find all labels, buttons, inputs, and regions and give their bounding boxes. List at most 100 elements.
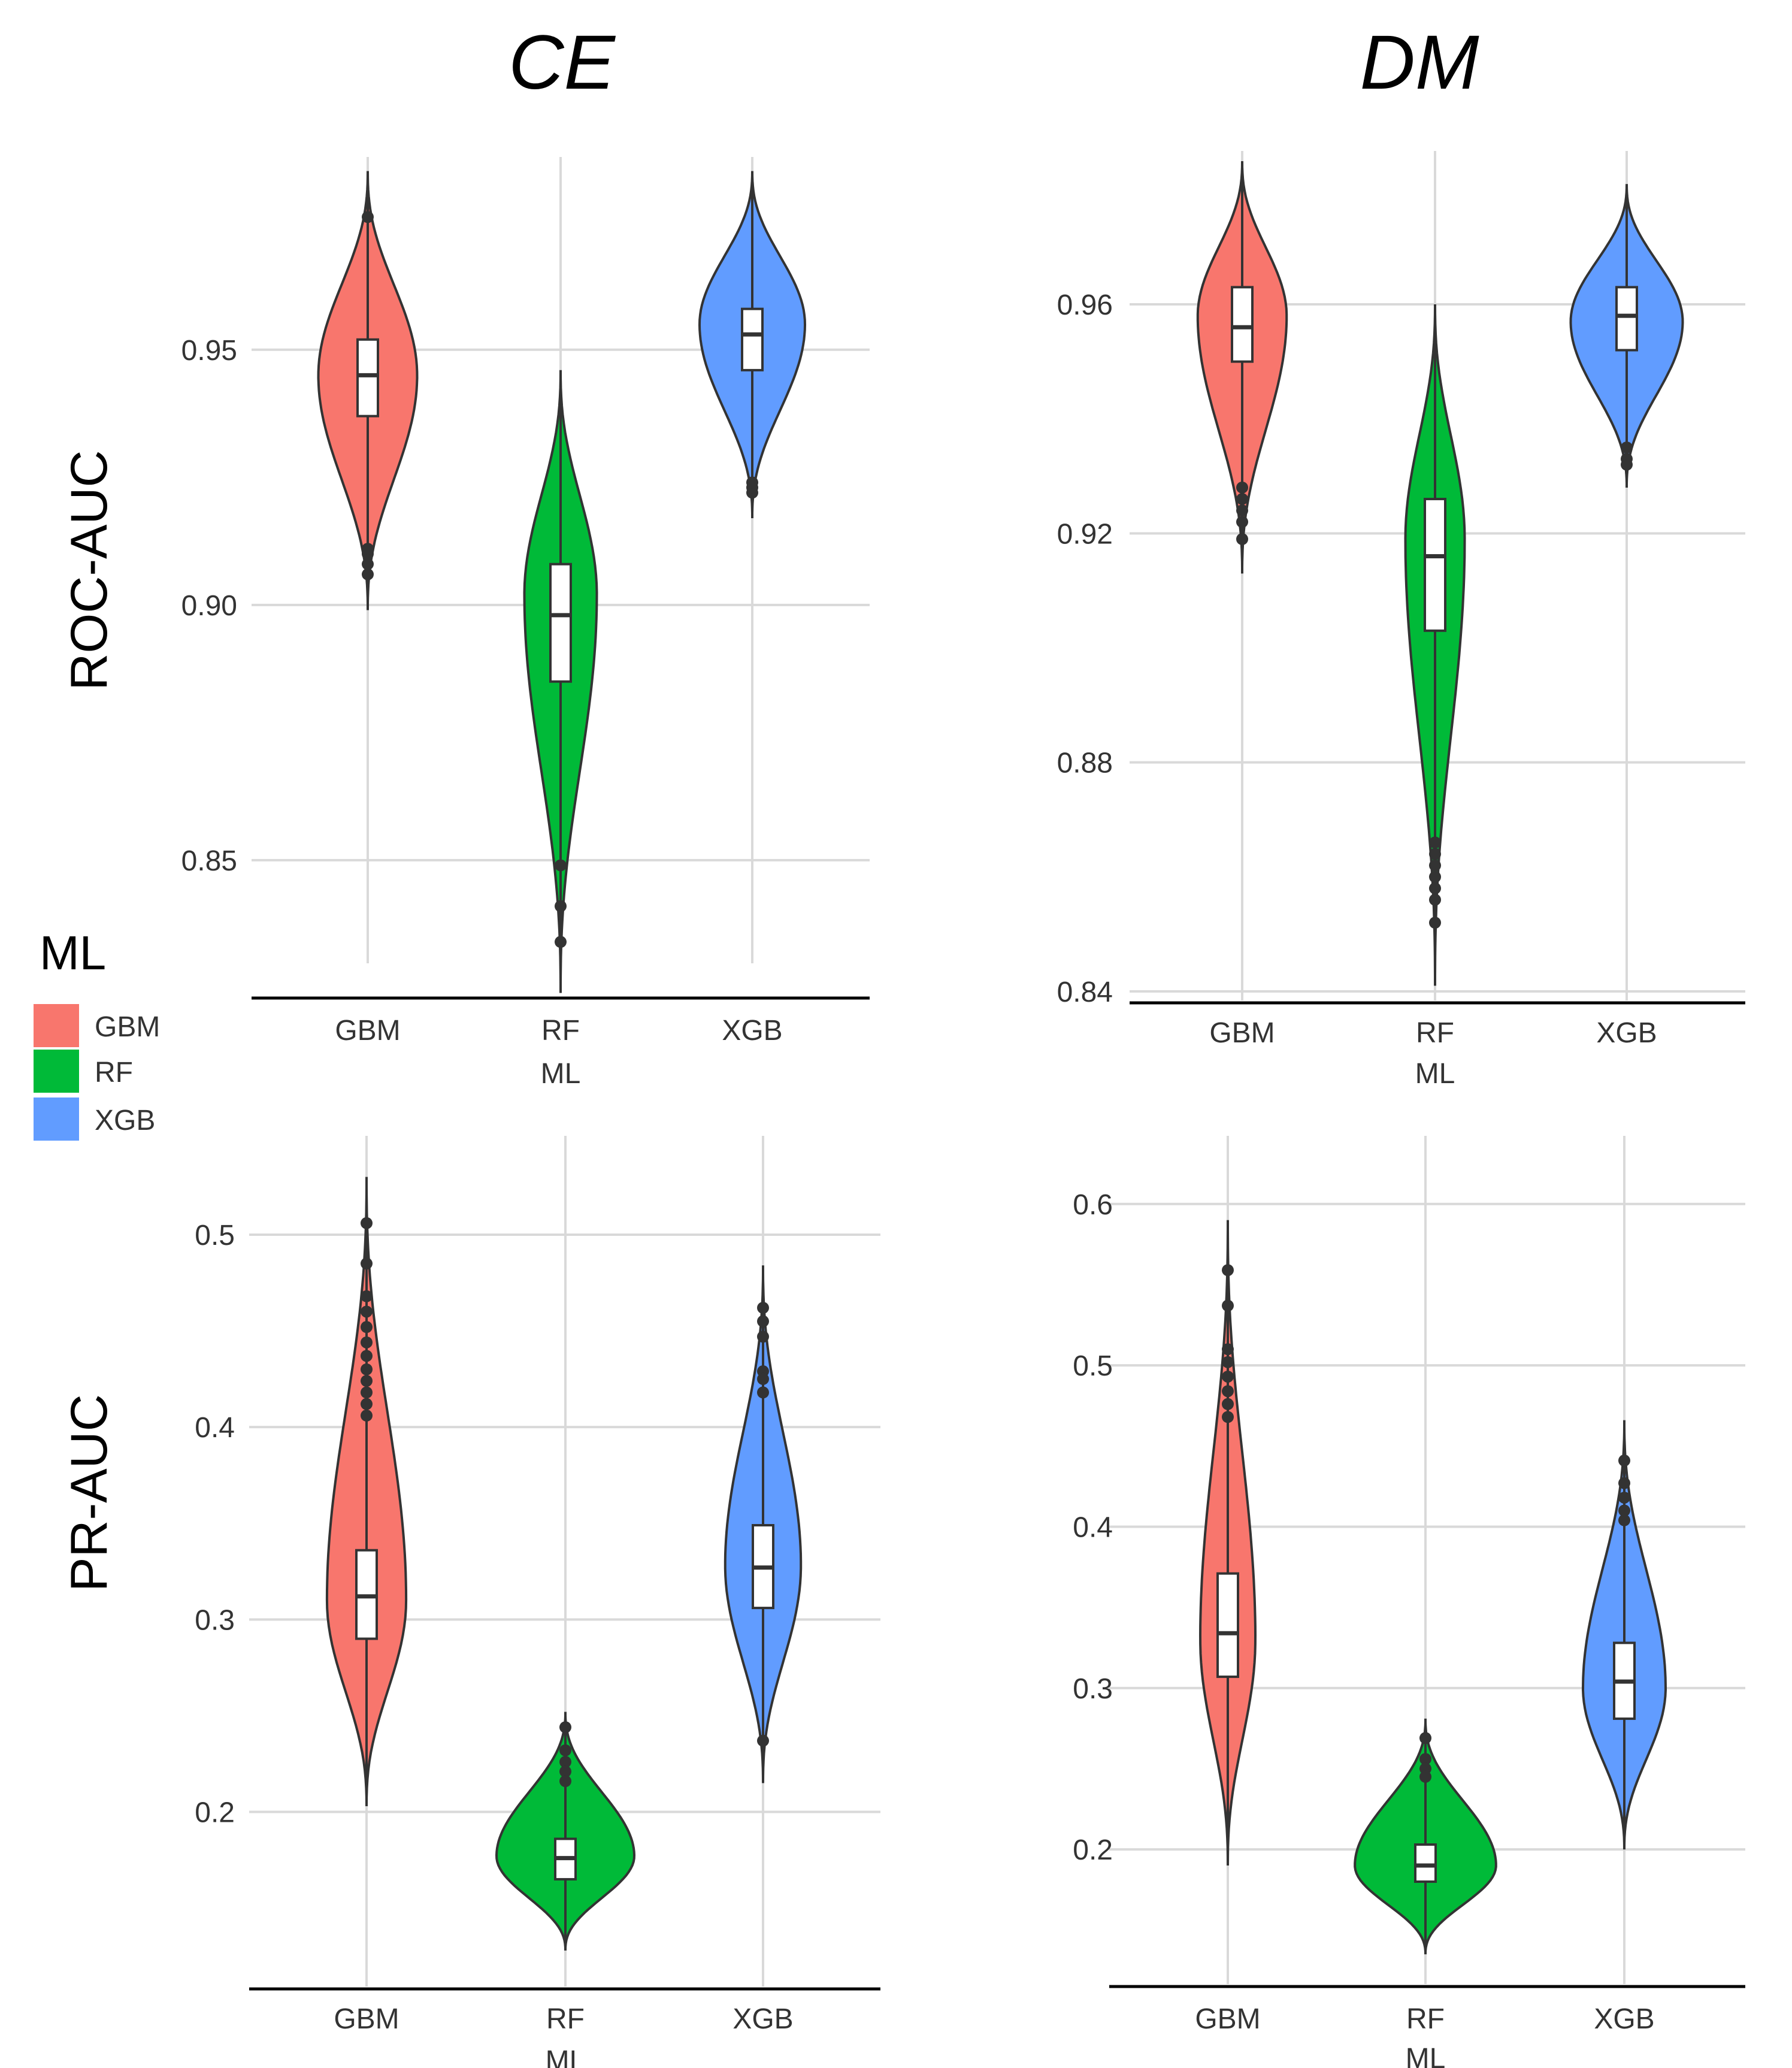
outlier-point (559, 1744, 571, 1756)
box-rf (1414, 1843, 1437, 1883)
y-tick-label: 0.96 (1057, 289, 1113, 321)
outlier-point (361, 1350, 373, 1362)
outlier-point (1222, 1398, 1234, 1410)
outlier-point (1236, 481, 1248, 494)
outlier-point (1429, 870, 1441, 883)
x-axis-title: ML (1406, 2043, 1446, 2068)
outlier-point (1429, 848, 1441, 860)
outlier-point (1618, 1491, 1630, 1504)
outlier-point (1429, 836, 1441, 849)
outlier-point (746, 476, 758, 489)
x-tick-label-rf: RF (1406, 2003, 1445, 2035)
outlier-point (1621, 453, 1633, 465)
outlier-point (559, 1765, 571, 1778)
outlier-point (1222, 1356, 1234, 1368)
outlier-point (1429, 859, 1441, 872)
legend-key-xgb (34, 1098, 79, 1141)
column-title-dm: DM (1360, 20, 1479, 105)
x-tick-label-gbm: GBM (1209, 1017, 1275, 1049)
x-tick-label-rf: RF (1416, 1017, 1454, 1049)
box-rf (549, 563, 572, 683)
outlier-point (361, 1409, 373, 1422)
outlier-point (361, 1363, 373, 1375)
x-tick-label-gbm: GBM (334, 2003, 399, 2035)
outlier-point (1618, 1477, 1630, 1489)
box-gbm (1231, 286, 1254, 363)
outlier-point (555, 859, 567, 872)
outlier-point (1429, 917, 1441, 929)
y-tick-label: 0.88 (1057, 748, 1113, 779)
outlier-point (559, 1721, 571, 1734)
x-tick-label-gbm: GBM (1195, 2003, 1260, 2035)
outlier-point (1419, 1753, 1431, 1765)
box-gbm (1216, 1572, 1239, 1678)
x-axis-title: ML (546, 2045, 586, 2068)
x-tick-label-xgb: XGB (1594, 2003, 1654, 2035)
x-tick-label-gbm: GBM (335, 1015, 400, 1047)
y-tick-label: 0.2 (1073, 1834, 1113, 1866)
outlier-point (757, 1386, 769, 1399)
outlier-point (1222, 1264, 1234, 1277)
x-axis-title: ML (541, 1058, 581, 1090)
panel-pr-auc-dm: 0.2 0.3 0.4 0.5 0.6 GBM RF XGB ML (1073, 1136, 1745, 2068)
outlier-point (361, 1290, 373, 1302)
y-tick-label: 0.4 (1073, 1511, 1113, 1543)
outlier-point (1621, 441, 1633, 453)
y-tick-label: 0.4 (195, 1412, 235, 1444)
outlier-point (361, 1398, 373, 1410)
outlier-point (1222, 1385, 1234, 1398)
outlier-point (362, 558, 374, 570)
panel-pr-auc-ce: 0.2 0.3 0.4 0.5 GBM RF XGB ML (195, 1136, 880, 2068)
box-rf (1424, 497, 1446, 632)
x-tick-label-xgb: XGB (722, 1015, 782, 1047)
y-tick-label: 0.90 (181, 590, 237, 622)
outlier-point (1236, 516, 1248, 528)
outlier-point (1429, 893, 1441, 906)
outlier-point (1236, 533, 1248, 545)
outlier-point (1618, 1504, 1630, 1517)
outlier-point (559, 1756, 571, 1768)
y-tick-label: 0.2 (195, 1797, 235, 1829)
outlier-point (1429, 882, 1441, 894)
y-tick-label: 0.3 (1073, 1673, 1113, 1705)
x-tick-label-rf: RF (546, 2003, 585, 2035)
row-label-roc-auc: ROC-AUC (60, 450, 118, 690)
legend: ML GBM RF XGB (34, 926, 160, 1141)
panel-roc-auc-ce: 0.85 0.90 0.95 GBM RF XGB ML (181, 157, 870, 1090)
outlier-point (362, 211, 374, 223)
row-label-pr-auc: PR-AUC (60, 1394, 118, 1592)
x-tick-label-xgb: XGB (732, 2003, 793, 2035)
y-tick-label: 0.5 (1073, 1350, 1113, 1382)
outlier-point (1419, 1732, 1431, 1745)
y-tick-label: 0.84 (1057, 976, 1113, 1008)
outlier-point (757, 1331, 769, 1343)
legend-label-gbm: GBM (95, 1011, 160, 1043)
box-xgb (741, 307, 764, 371)
outlier-point (1236, 492, 1248, 505)
legend-title: ML (40, 926, 106, 979)
outlier-point (555, 900, 567, 912)
outlier-point (361, 1321, 373, 1334)
outlier-point (1618, 1455, 1630, 1467)
outlier-point (555, 936, 567, 948)
outlier-point (362, 568, 374, 581)
outlier-point (361, 1257, 373, 1270)
outlier-point (361, 1305, 373, 1318)
x-tick-label-rf: RF (541, 1015, 580, 1047)
column-title-ce: CE (508, 20, 616, 105)
outlier-point (1236, 504, 1248, 517)
legend-key-gbm (34, 1004, 79, 1047)
outlier-point (757, 1372, 769, 1385)
outlier-point (1618, 1514, 1630, 1526)
box-xgb (1615, 286, 1638, 352)
outlier-point (1222, 1299, 1234, 1312)
y-tick-label: 0.92 (1057, 518, 1113, 550)
outlier-point (757, 1315, 769, 1328)
y-tick-label: 0.85 (181, 845, 237, 877)
outlier-point (361, 1375, 373, 1387)
legend-label-rf: RF (95, 1057, 133, 1089)
outlier-point (1222, 1370, 1234, 1383)
y-tick-label: 0.95 (181, 335, 237, 367)
outlier-point (757, 1734, 769, 1747)
